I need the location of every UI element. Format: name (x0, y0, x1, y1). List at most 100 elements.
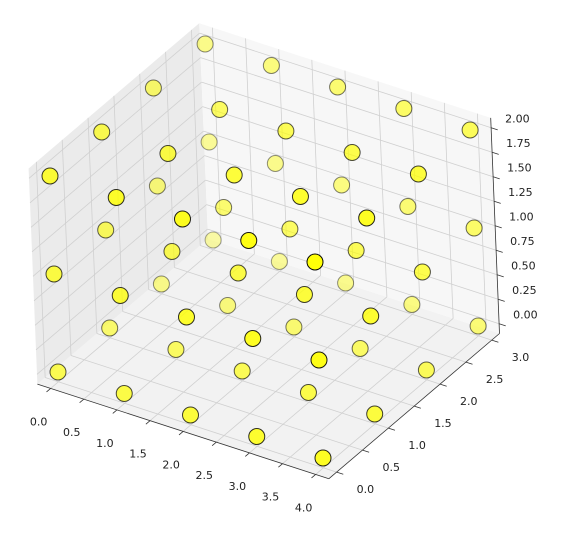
grid-line (31, 106, 203, 253)
x-tick-label: 0.5 (63, 426, 81, 439)
tick-mark (465, 361, 473, 365)
grid-line (34, 179, 206, 326)
tick-mark (79, 398, 85, 403)
grid-line (174, 267, 467, 363)
z-tick-label: 0.75 (510, 235, 534, 248)
y-tick-label: 0.5 (383, 461, 401, 474)
z-tick-label: 1.75 (506, 137, 530, 150)
tick-mark (494, 225, 502, 229)
point (329, 78, 347, 96)
grid-line (204, 155, 497, 251)
point (248, 428, 266, 445)
point (266, 155, 284, 172)
point (215, 199, 233, 216)
grid-line (33, 155, 205, 302)
grid-line (122, 311, 415, 407)
tick-mark (491, 339, 499, 343)
z-tick-label: 1.50 (507, 162, 531, 175)
x-axis-line (37, 383, 330, 480)
point (115, 385, 133, 402)
point (399, 198, 417, 215)
x-tick-label: 2.0 (162, 458, 180, 471)
tick-mark (46, 388, 51, 393)
point (277, 122, 295, 140)
point (337, 274, 355, 292)
point (97, 221, 115, 239)
point (225, 166, 243, 184)
point (144, 79, 162, 97)
tick-mark (439, 383, 447, 387)
point (395, 100, 413, 117)
grid-line (96, 333, 389, 429)
x-tick-label: 0.0 (30, 415, 48, 428)
grid-line (201, 81, 494, 178)
tick-mark (336, 471, 344, 475)
point (417, 361, 435, 379)
x-tick-label: 3.0 (229, 480, 247, 493)
point (178, 308, 195, 326)
tick-mark (278, 463, 283, 468)
point (358, 209, 376, 227)
y-axis-line (328, 333, 500, 480)
grid-line (45, 377, 337, 473)
point (107, 189, 125, 206)
grid-line (35, 204, 207, 351)
tick-mark (211, 441, 217, 446)
point (409, 165, 427, 183)
point (262, 57, 280, 74)
point (285, 318, 303, 336)
point (93, 123, 111, 141)
point (200, 133, 218, 151)
grid-line (205, 179, 498, 276)
tick-mark (178, 431, 184, 436)
x-tick-label: 3.5 (262, 491, 280, 504)
point (403, 296, 421, 313)
point (343, 144, 361, 161)
tick-mark (493, 200, 501, 204)
point (413, 263, 431, 281)
z-tick-label: 1.25 (508, 186, 532, 199)
point (469, 317, 487, 335)
point (211, 101, 229, 118)
tick-mark (491, 151, 499, 155)
point (148, 177, 166, 195)
point (167, 341, 185, 358)
point (270, 253, 288, 270)
point (465, 219, 483, 237)
x-tick-label: 1.5 (129, 448, 147, 461)
point (306, 253, 324, 271)
point (219, 297, 237, 314)
point (314, 449, 332, 467)
z-tick-label: 2.00 (505, 113, 529, 126)
tick-mark (498, 323, 506, 327)
grid-line (28, 32, 200, 179)
point (299, 384, 317, 401)
grid-line (200, 245, 492, 341)
point (291, 188, 309, 205)
x-tick-label: 4.0 (295, 501, 313, 514)
y-tick-label: 1.0 (408, 439, 426, 452)
x-tick-label: 2.5 (196, 469, 214, 482)
point (461, 121, 479, 139)
tick-mark (495, 249, 503, 253)
point (111, 287, 129, 304)
z-tick-label: 0.50 (511, 260, 535, 273)
grid-line (207, 228, 500, 325)
grid-line (30, 81, 202, 228)
z-tick-label: 1.00 (509, 211, 533, 224)
grid-line (29, 57, 201, 204)
point (41, 167, 59, 185)
point (229, 264, 247, 282)
point (159, 145, 177, 162)
point (240, 232, 258, 249)
point (233, 362, 251, 380)
point (152, 275, 170, 293)
point (333, 176, 351, 194)
point (174, 210, 191, 228)
point (362, 307, 380, 325)
tick-mark (497, 298, 505, 302)
tick-mark (112, 409, 118, 414)
point (182, 406, 199, 424)
y-tick-label: 0.0 (357, 483, 375, 496)
tick-mark (244, 452, 250, 457)
